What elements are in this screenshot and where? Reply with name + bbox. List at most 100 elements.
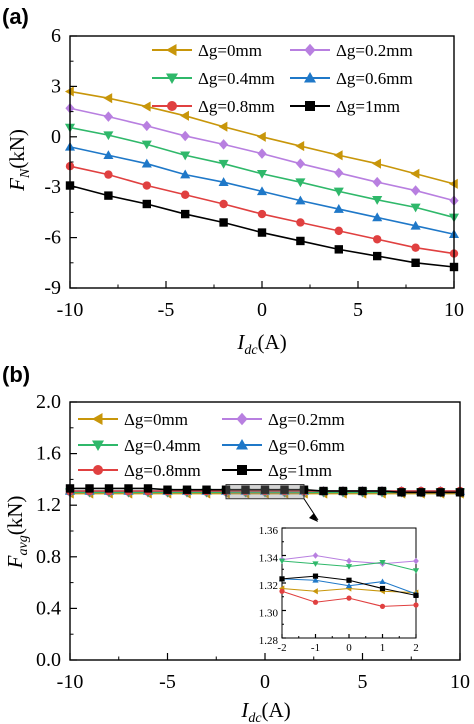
a-series-1 <box>65 102 459 206</box>
a-data-point-0-9 <box>410 168 420 179</box>
a-data-point-0-7 <box>333 150 343 161</box>
a-legend-label-4: Δg=0.8mm <box>198 97 275 116</box>
a-y-tick-label-3: 0 <box>51 126 61 148</box>
a-x-tick-label-0: -10 <box>57 299 84 321</box>
inset-y-tick-label-0: 1.28 <box>259 635 279 647</box>
a-data-point-3-5 <box>256 186 268 196</box>
a-legend-label-2: Δg=0.4mm <box>198 69 275 88</box>
inset-b: -2 -1 0 1 2 1.28 1.30 1.32 1.34 1.36 <box>225 484 420 654</box>
a-legend-label-1: Δg=0.2mm <box>336 41 413 60</box>
a-data-point-2-8 <box>372 196 383 205</box>
a-data-point-5-9 <box>411 258 420 267</box>
zoom-region-box <box>225 484 305 500</box>
b-x-tick-label-2: 0 <box>260 671 270 693</box>
a-data-point-4-6 <box>296 218 305 227</box>
b-legend-marker-1 <box>236 412 248 426</box>
b-legend-label-3: Δg=0.6mm <box>268 436 345 455</box>
a-series-3 <box>64 141 460 239</box>
a-x-tick-label-3: 5 <box>353 299 363 321</box>
a-data-point-2-1 <box>103 131 114 141</box>
b-x-tick-label-1: -5 <box>159 671 176 693</box>
inset-ticks: -2 -1 0 1 2 1.28 1.30 1.32 1.34 1.36 <box>259 525 419 654</box>
inset-data-point-1-2 <box>346 557 352 565</box>
a-series-line-5 <box>69 184 455 268</box>
b-data-point-5-15 <box>358 486 367 496</box>
a-data-point-3-2 <box>141 158 152 168</box>
inset-data-point-2-4 <box>412 568 420 574</box>
b-data-point-5-19 <box>436 488 445 497</box>
a-data-point-4-9 <box>411 243 420 252</box>
a-data-point-1-6 <box>295 158 306 169</box>
inset-x-tick-label-1: -1 <box>311 642 320 654</box>
inset-y-tick-label-2: 1.32 <box>259 580 278 592</box>
a-x-tick-label-4: 10 <box>444 299 464 321</box>
b-legend-label-4: Δg=0.8mm <box>124 461 201 480</box>
a-legend-label-3: Δg=0.6mm <box>336 69 413 88</box>
b-data-point-5-7 <box>202 485 211 494</box>
inset-series-2 <box>278 558 420 574</box>
b-data-point-5-5 <box>163 485 172 494</box>
inset-series-4 <box>279 588 419 609</box>
ticks-b: -10 -5 0 5 100.00.40.81.21.62.0 <box>36 391 470 693</box>
a-data-point-0-8 <box>372 158 381 169</box>
b-data-point-5-4 <box>143 484 153 493</box>
b-legend-label-5: Δg=1mm <box>268 461 332 480</box>
chart-panel-b: (b) -10 -5 0 5 100.00.40.81.21.62.0 Δg=0mm Δg… <box>2 362 470 724</box>
inset-y-tick-label-3: 1.34 <box>259 553 279 565</box>
a-y-tick-label-0: -9 <box>44 277 61 299</box>
a-data-point-2-2 <box>141 140 152 150</box>
b-legend-marker-3 <box>236 439 248 450</box>
a-data-point-2-5 <box>256 169 268 179</box>
b-legend-marker-0 <box>92 413 103 425</box>
inset-data-point-3-3 <box>379 578 386 584</box>
a-data-point-3-6 <box>295 195 306 205</box>
a-data-point-5-4 <box>219 218 228 227</box>
a-legend-label-5: Δg=1mm <box>336 97 400 116</box>
inset-data-point-4-0 <box>279 588 285 594</box>
b-data-point-5-18 <box>416 488 426 497</box>
inset-data-point-3-1 <box>312 577 319 583</box>
b-legend-marker-4 <box>93 465 103 475</box>
a-data-point-0-5 <box>256 131 266 142</box>
inset-data-point-4-3 <box>379 603 386 609</box>
b-data-point-5-3 <box>124 484 133 493</box>
inset-data-point-3-2 <box>345 582 353 589</box>
series-layer-b <box>64 484 466 499</box>
inset-data-point-2-0 <box>278 558 286 565</box>
b-data-point-5-10 <box>260 485 270 494</box>
x-axis-label-a: Idc(A) <box>236 330 286 358</box>
a-data-point-5-2 <box>142 199 151 209</box>
b-data-point-5-13 <box>319 486 328 496</box>
a-legend-marker-0 <box>166 44 177 56</box>
b-data-point-5-2 <box>104 484 114 493</box>
a-legend-label-0: Δg=0mm <box>198 41 262 60</box>
b-data-point-5-14 <box>338 486 348 496</box>
b-y-tick-label-1: 0.4 <box>36 597 61 619</box>
b-data-point-5-17 <box>397 488 406 497</box>
b-legend-label-1: Δg=0.2mm <box>268 410 345 429</box>
b-data-point-5-11 <box>280 485 289 494</box>
inset-data-point-5-2 <box>346 577 352 583</box>
b-y-tick-label-2: 0.8 <box>36 546 61 568</box>
inset-x-tick-label-2: 0 <box>346 642 352 654</box>
a-data-point-4-4 <box>219 199 228 209</box>
a-data-point-3-4 <box>218 177 229 186</box>
a-data-point-2-6 <box>295 178 306 188</box>
inset-y-tick-label-1: 1.30 <box>259 608 279 620</box>
inset-data-point-5-4 <box>413 592 419 598</box>
inset-y-tick-label-4: 1.36 <box>259 525 279 537</box>
a-data-point-3-1 <box>103 150 114 160</box>
y-axis-label-b: Favg(kN) <box>3 496 31 570</box>
b-y-tick-label-0: 0.0 <box>36 649 61 671</box>
b-data-point-5-9 <box>241 485 250 494</box>
inset-series-layer <box>278 552 420 609</box>
ticks-a: -10 -5 0 5 10 -9 -6 -3 0 3 6 <box>44 25 464 321</box>
a-data-point-3-8 <box>372 212 383 222</box>
a-legend-marker-1 <box>304 43 316 57</box>
b-y-tick-label-4: 1.6 <box>36 443 61 465</box>
a-series-4 <box>65 162 459 258</box>
inset-data-point-1-4 <box>413 557 419 565</box>
a-data-point-1-9 <box>410 185 421 196</box>
inset-data-point-5-0 <box>279 576 285 582</box>
